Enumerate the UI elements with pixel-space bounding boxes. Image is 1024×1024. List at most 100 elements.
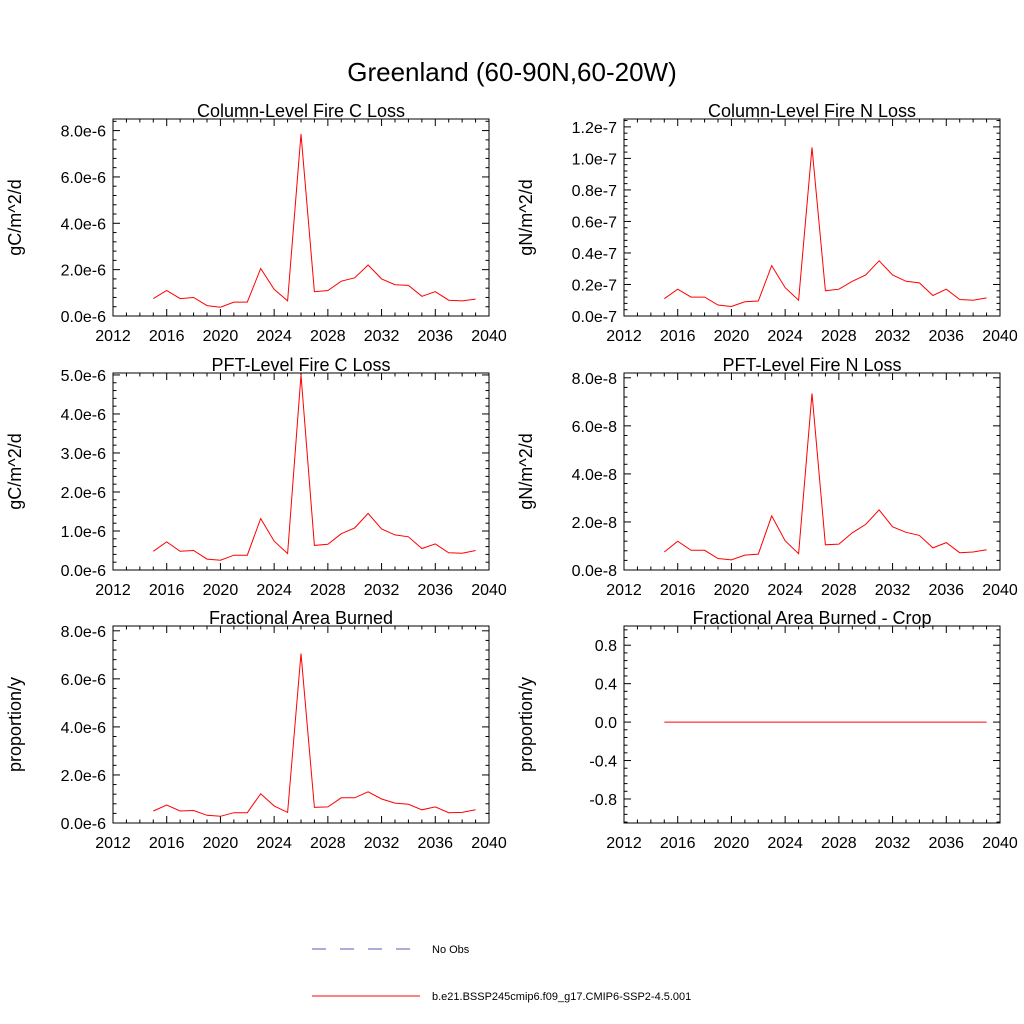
y-tick-label: 2.0e-6	[61, 768, 106, 785]
plot-frame	[112, 372, 490, 571]
x-tick-label: 2024	[767, 582, 803, 599]
y-tick-label: -0.8	[589, 792, 617, 809]
x-tick-label: 2012	[606, 328, 642, 345]
x-tick-label: 2012	[95, 328, 131, 345]
x-tick-label: 2012	[95, 835, 131, 852]
y-tick-label: 6.0e-6	[61, 672, 106, 689]
x-tick-label: 2028	[310, 835, 346, 852]
x-tick-label: 2020	[203, 582, 239, 599]
y-tick-label: 3.0e-6	[61, 446, 106, 463]
x-tick-label: 2020	[714, 328, 750, 345]
x-tick-label: 2040	[982, 328, 1018, 345]
x-tick-label: 2040	[982, 835, 1018, 852]
y-tick-label: 0.4	[595, 677, 617, 694]
y-tick-label: -0.4	[589, 754, 617, 771]
x-tick-label: 2012	[606, 835, 642, 852]
x-tick-label: 2016	[660, 835, 696, 852]
y-tick-label: 2.0e-6	[61, 485, 106, 502]
series-line	[153, 134, 476, 308]
x-tick-label: 2028	[821, 328, 857, 345]
panel-1: Column-Level Fire N Loss gN/m^2/d 2012 2016…	[516, 101, 1018, 345]
y-tick-label: 0.8e-7	[572, 183, 617, 200]
y-tick-label: 0.0e-6	[61, 563, 106, 580]
figure-title: Greenland (60-90N,60-20W)	[347, 57, 677, 87]
x-tick-label: 2024	[256, 328, 292, 345]
x-tick-label: 2024	[767, 328, 803, 345]
x-tick-label: 2028	[310, 328, 346, 345]
panel-title: Column-Level Fire C Loss	[197, 101, 405, 121]
x-tick-label: 2016	[149, 328, 185, 345]
panel-4: Fractional Area Burned proportion/y 2012 20…	[5, 608, 507, 852]
plot-frame	[623, 625, 1001, 824]
x-tick-label: 2016	[660, 328, 696, 345]
x-tick-label: 2020	[203, 328, 239, 345]
x-tick-label: 2016	[660, 582, 696, 599]
x-tick-label: 2032	[364, 835, 400, 852]
x-tick-label: 2040	[471, 582, 507, 599]
panels: Column-Level Fire C Loss gC/m^2/d 2012 2016…	[5, 101, 1018, 852]
x-tick-label: 2036	[417, 328, 453, 345]
y-tick-label: 0.0e-6	[61, 309, 106, 326]
y-axis-label: proportion/y	[5, 677, 25, 772]
y-tick-label: 0.4e-7	[572, 246, 617, 263]
x-tick-label: 2032	[875, 582, 911, 599]
x-tick-label: 2024	[256, 835, 292, 852]
y-axis-label: gC/m^2/d	[5, 179, 25, 255]
y-tick-label: 4.0e-6	[61, 216, 106, 233]
y-tick-label: 0.6e-7	[572, 214, 617, 231]
series-line	[664, 147, 987, 308]
panel-2: PFT-Level Fire C Loss gC/m^2/d 2012 2016 202…	[5, 355, 507, 599]
x-tick-label: 2040	[982, 582, 1018, 599]
x-tick-label: 2024	[767, 835, 803, 852]
y-tick-label: 0.2e-7	[572, 277, 617, 294]
y-tick-label: 1.2e-7	[572, 120, 617, 137]
x-tick-label: 2020	[714, 835, 750, 852]
x-tick-label: 2028	[821, 582, 857, 599]
series-line	[153, 374, 476, 561]
x-tick-label: 2020	[714, 582, 750, 599]
x-tick-label: 2032	[875, 328, 911, 345]
y-tick-label: 8.0e-8	[572, 371, 617, 388]
y-tick-label: 1.0e-7	[572, 151, 617, 168]
x-tick-label: 2012	[606, 582, 642, 599]
series-line	[663, 393, 987, 561]
y-tick-label: 2.0e-6	[61, 263, 106, 280]
panel-title: PFT-Level Fire N Loss	[722, 355, 901, 375]
plot-frame	[112, 118, 490, 317]
panel-title: Column-Level Fire N Loss	[708, 101, 916, 121]
y-tick-label: 8.0e-6	[61, 124, 106, 141]
y-tick-label: 4.0e-8	[572, 467, 617, 484]
x-tick-label: 2036	[417, 582, 453, 599]
legend-model-label: b.e21.BSSP245cmip6.f09_g17.CMIP6-SSP2-4.…	[432, 991, 691, 1003]
x-tick-label: 2028	[310, 582, 346, 599]
panel-title: Fractional Area Burned	[209, 608, 393, 628]
series-line	[153, 653, 476, 817]
x-tick-label: 2016	[149, 835, 185, 852]
panel-0: Column-Level Fire C Loss gC/m^2/d 2012 2016…	[5, 101, 507, 345]
y-axis-label: gC/m^2/d	[5, 433, 25, 509]
y-tick-label: 8.0e-6	[61, 624, 106, 641]
x-tick-label: 2012	[95, 582, 131, 599]
y-tick-label: 6.0e-6	[61, 170, 106, 187]
x-tick-label: 2020	[203, 835, 239, 852]
y-tick-label: 1.0e-6	[61, 524, 106, 541]
y-tick-label: 6.0e-8	[572, 419, 617, 436]
y-axis-label: gN/m^2/d	[516, 433, 536, 509]
y-tick-label: 0.8	[595, 638, 617, 655]
x-tick-label: 2040	[471, 328, 507, 345]
x-tick-label: 2024	[256, 582, 292, 599]
panel-5: Fractional Area Burned - Crop proportion/…	[516, 608, 1018, 852]
y-axis-label: proportion/y	[516, 677, 536, 772]
x-tick-label: 2040	[471, 835, 507, 852]
y-tick-label: 4.0e-6	[61, 407, 106, 424]
x-tick-label: 2036	[928, 328, 964, 345]
panel-title: PFT-Level Fire C Loss	[211, 355, 390, 375]
y-tick-label: 2.0e-8	[572, 515, 617, 532]
panel-3: PFT-Level Fire N Loss gN/m^2/d 2012 2016 202…	[516, 355, 1018, 599]
y-tick-label: 4.0e-6	[61, 720, 106, 737]
x-tick-label: 2028	[821, 835, 857, 852]
y-tick-label: 0.0e-7	[572, 309, 617, 326]
legend-no-obs-label: No Obs	[432, 944, 470, 956]
x-tick-label: 2032	[364, 582, 400, 599]
